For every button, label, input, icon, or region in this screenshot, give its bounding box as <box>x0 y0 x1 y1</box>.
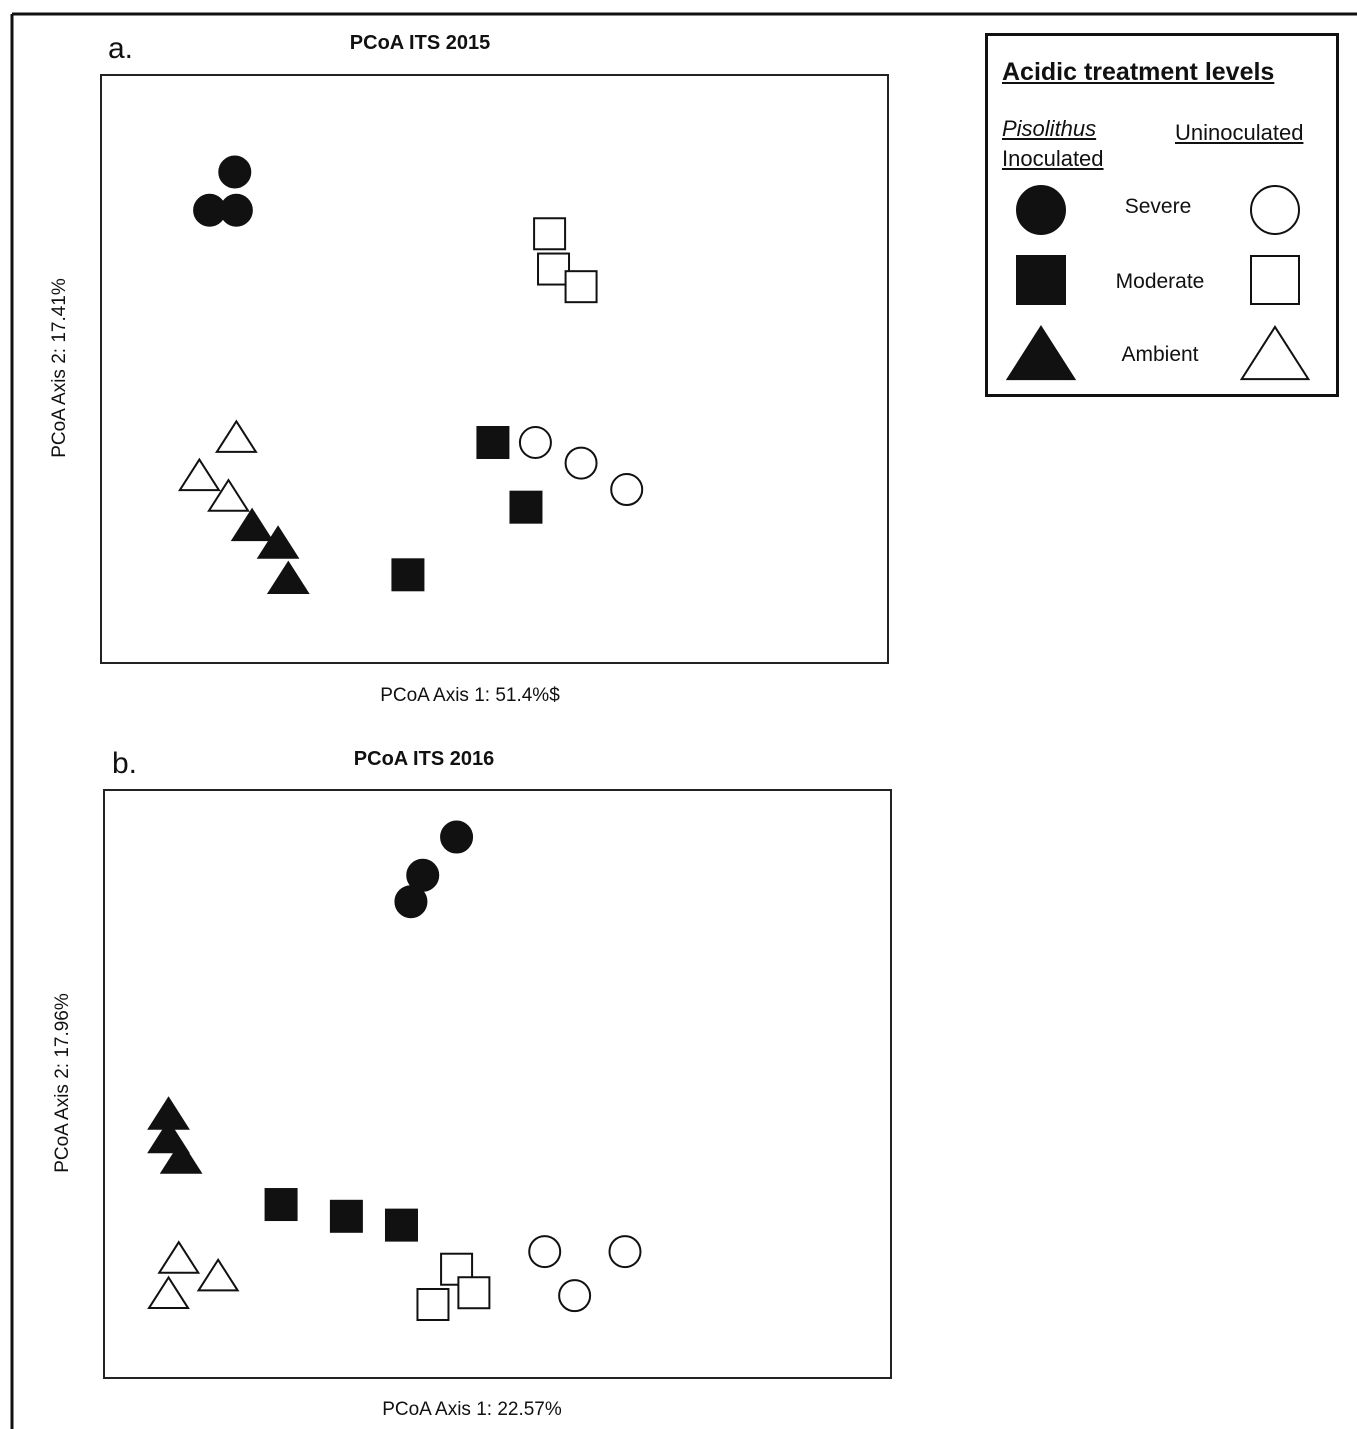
legend-col-uninoculated: Uninoculated <box>1175 120 1304 145</box>
point-severe-inoculated-1 <box>218 155 252 189</box>
point-ambient-uninoculated-2 <box>196 1257 240 1292</box>
legend-row-ambient-label: Ambient <box>1121 343 1199 366</box>
panel-a-letter: a. <box>108 32 134 65</box>
point-moderate-inoculated-2 <box>329 1199 363 1233</box>
point-moderate-inoculated-1 <box>476 426 510 459</box>
legend-ambient-uninoculated-triangle-icon <box>1239 325 1311 381</box>
panel-b-letter: b. <box>112 747 138 780</box>
panel-b-title: PCoA ITS 2016 <box>353 748 495 770</box>
plot-area-a <box>100 74 889 664</box>
point-ambient-uninoculated-2 <box>177 457 221 492</box>
point-ambient-inoculated-2 <box>256 525 300 559</box>
plot-area-b <box>103 789 892 1379</box>
point-moderate-inoculated-2 <box>509 490 543 524</box>
point-ambient-inoculated-3 <box>266 560 310 595</box>
point-moderate-uninoculated-3 <box>564 270 598 304</box>
point-ambient-uninoculated-1 <box>157 1240 201 1274</box>
legend-ambient-inoculated-triangle-icon <box>1005 325 1077 381</box>
point-moderate-uninoculated-1 <box>533 217 567 251</box>
legend-moderate-inoculated-square-icon <box>1016 255 1066 305</box>
point-severe-uninoculated-3 <box>558 1279 592 1313</box>
legend-col-inoculated-line1: Pisolithus <box>1002 116 1097 141</box>
point-severe-uninoculated-2 <box>564 446 598 480</box>
legend-severe-inoculated-circle-icon <box>1016 185 1066 235</box>
point-ambient-uninoculated-1 <box>214 419 258 453</box>
point-severe-inoculated-3 <box>219 193 253 227</box>
point-ambient-inoculated-3 <box>159 1140 203 1174</box>
legend-col-inoculated: Pisolithus Inoculated <box>1002 114 1104 174</box>
legend-row-severe-label: Severe <box>1124 195 1192 218</box>
legend-severe-uninoculated-circle-icon <box>1250 185 1300 235</box>
point-ambient-inoculated-1 <box>230 507 274 542</box>
point-moderate-inoculated-3 <box>391 558 425 592</box>
point-severe-uninoculated-2 <box>608 1235 642 1269</box>
point-ambient-uninoculated-3 <box>207 478 250 512</box>
panel-a-title: PCoA ITS 2015 <box>349 32 491 54</box>
point-moderate-uninoculated-3 <box>416 1288 450 1321</box>
legend-moderate-uninoculated-square-icon <box>1250 255 1300 305</box>
point-severe-uninoculated-1 <box>528 1235 562 1269</box>
legend-col-inoculated-line2: Inoculated <box>1002 146 1104 171</box>
panel-b-xlabel: PCoA Axis 1: 22.57% <box>382 1399 562 1420</box>
point-severe-uninoculated-1 <box>518 426 552 459</box>
point-ambient-inoculated-2 <box>147 1119 190 1154</box>
point-ambient-uninoculated-3 <box>147 1275 190 1310</box>
point-moderate-inoculated-1 <box>264 1188 298 1222</box>
legend-markers <box>1005 185 1311 381</box>
panel-a-xlabel: PCoA Axis 1: 51.4%$ <box>380 685 560 706</box>
legend: Acidic treatment levels Pisolithus Inocu… <box>985 33 1339 397</box>
point-severe-inoculated-3 <box>394 885 428 919</box>
legend-title: Acidic treatment levels <box>1002 58 1275 86</box>
legend-row-moderate-label: Moderate <box>1115 270 1205 293</box>
point-severe-inoculated-1 <box>440 820 474 854</box>
point-moderate-uninoculated-2 <box>457 1276 491 1310</box>
point-severe-uninoculated-3 <box>610 473 644 507</box>
point-moderate-uninoculated-2 <box>537 252 571 286</box>
point-moderate-inoculated-3 <box>384 1208 418 1242</box>
